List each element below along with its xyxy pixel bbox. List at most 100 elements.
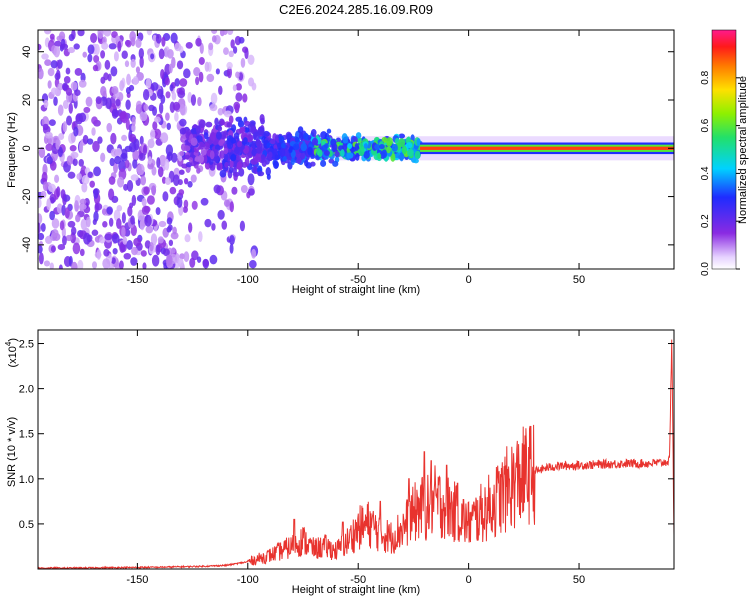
heat-cell bbox=[170, 32, 178, 44]
heat-cell bbox=[50, 60, 58, 69]
heat-cell bbox=[123, 252, 132, 260]
heat-cell bbox=[223, 147, 229, 155]
heat-cell bbox=[93, 188, 99, 199]
heat-cell bbox=[132, 76, 139, 86]
heat-cell bbox=[38, 222, 41, 234]
heat-cell bbox=[198, 57, 205, 65]
heat-cell bbox=[48, 183, 56, 193]
heat-cell bbox=[78, 112, 87, 123]
heat-cell bbox=[124, 60, 130, 68]
heat-cell bbox=[54, 174, 60, 183]
heat-cell bbox=[168, 63, 173, 74]
heat-cell bbox=[238, 167, 245, 177]
heat-cell bbox=[48, 119, 56, 127]
heat-cell bbox=[219, 169, 227, 178]
heat-cell bbox=[87, 138, 94, 145]
heat-cell bbox=[174, 78, 180, 87]
heat-cell bbox=[111, 257, 116, 264]
heat-cell bbox=[47, 67, 55, 77]
heat-cell bbox=[310, 129, 317, 137]
heat-cell bbox=[178, 87, 185, 95]
snr-ticks: -150 -100 -50 0 50 0.5 1.0 1.5 2.0 2.5 bbox=[19, 330, 674, 586]
heat-cell bbox=[92, 64, 99, 72]
heat-cell bbox=[101, 208, 107, 216]
heat-cell bbox=[83, 232, 91, 245]
heat-cell bbox=[87, 44, 95, 55]
heat-cell bbox=[110, 148, 119, 158]
heat-cell bbox=[67, 171, 76, 179]
y-tick-label: 20 bbox=[21, 94, 33, 106]
heat-cell bbox=[203, 142, 210, 150]
heat-cell bbox=[235, 92, 243, 102]
heat-cell bbox=[196, 135, 203, 144]
spectrogram-ticks: -150 -100 -50 0 50 -40 -20 0 20 40 bbox=[21, 30, 674, 286]
heat-cell bbox=[138, 47, 145, 59]
heat-cell bbox=[47, 80, 52, 89]
heat-cell bbox=[139, 56, 144, 68]
heat-cell bbox=[407, 148, 414, 157]
y-tick-label: -40 bbox=[21, 237, 33, 253]
y-tick-label: 2.5 bbox=[19, 339, 34, 351]
heat-cell bbox=[230, 154, 237, 162]
colorbar-tick-label: 0.6 bbox=[700, 118, 711, 132]
heat-cell bbox=[391, 143, 398, 152]
heat-cell bbox=[204, 218, 212, 228]
spectrogram-frame bbox=[37, 29, 675, 270]
heat-cell bbox=[106, 122, 113, 133]
heat-cell bbox=[70, 151, 79, 159]
heat-cell bbox=[60, 189, 66, 200]
heat-cell bbox=[229, 243, 234, 254]
heat-cell bbox=[38, 252, 44, 265]
heat-cell bbox=[83, 106, 91, 113]
heat-cell bbox=[68, 33, 75, 42]
spectrogram-ylabel: Frequency (Hz) bbox=[6, 112, 18, 188]
heat-cell bbox=[247, 77, 255, 87]
heat-cell bbox=[89, 180, 95, 188]
x-tick-label: 0 bbox=[466, 274, 472, 286]
heat-cell bbox=[64, 207, 70, 219]
heat-cell bbox=[146, 195, 155, 205]
heat-cell bbox=[195, 125, 201, 134]
heat-cell bbox=[111, 108, 119, 119]
heat-cell bbox=[223, 47, 229, 56]
heat-cell bbox=[165, 144, 174, 157]
heat-cell bbox=[60, 43, 69, 50]
heat-cell bbox=[326, 128, 332, 134]
heat-cell bbox=[310, 161, 316, 167]
heat-cell bbox=[188, 222, 193, 233]
heat-cell bbox=[242, 93, 248, 103]
heat-cell bbox=[80, 218, 88, 231]
heat-cell bbox=[62, 235, 67, 246]
heat-cell bbox=[273, 160, 279, 169]
heat-cell bbox=[178, 189, 185, 196]
heat-cell bbox=[300, 143, 307, 152]
heat-cell bbox=[110, 132, 117, 145]
colorbar-tick-label: 0.8 bbox=[700, 70, 711, 84]
heat-cell bbox=[413, 158, 419, 164]
heat-cell bbox=[226, 135, 234, 142]
heat-cell bbox=[130, 257, 138, 266]
heat-cell bbox=[401, 145, 407, 155]
heat-cell bbox=[62, 82, 68, 91]
heat-cell bbox=[278, 135, 285, 144]
heat-cell bbox=[165, 91, 171, 99]
snr-line bbox=[38, 339, 674, 569]
heat-cell bbox=[215, 68, 220, 75]
heat-cell bbox=[119, 111, 127, 120]
heat-cell bbox=[248, 188, 255, 196]
heat-cell bbox=[105, 97, 112, 110]
heat-cell bbox=[216, 163, 221, 171]
heat-cell bbox=[53, 45, 61, 58]
heat-cell bbox=[257, 126, 265, 136]
heat-cell bbox=[103, 30, 112, 37]
heat-cell bbox=[158, 154, 167, 167]
heat-cell bbox=[78, 79, 87, 88]
heat-cell bbox=[332, 160, 339, 167]
heat-cell bbox=[126, 73, 131, 86]
heat-cell bbox=[139, 110, 148, 122]
heat-cell bbox=[79, 203, 87, 210]
heat-cell bbox=[346, 152, 354, 159]
heat-cell bbox=[347, 143, 353, 149]
snr-panel: -150 -100 -50 0 50 0.5 1.0 1.5 2.0 2.5 Height of … bbox=[4, 329, 675, 596]
